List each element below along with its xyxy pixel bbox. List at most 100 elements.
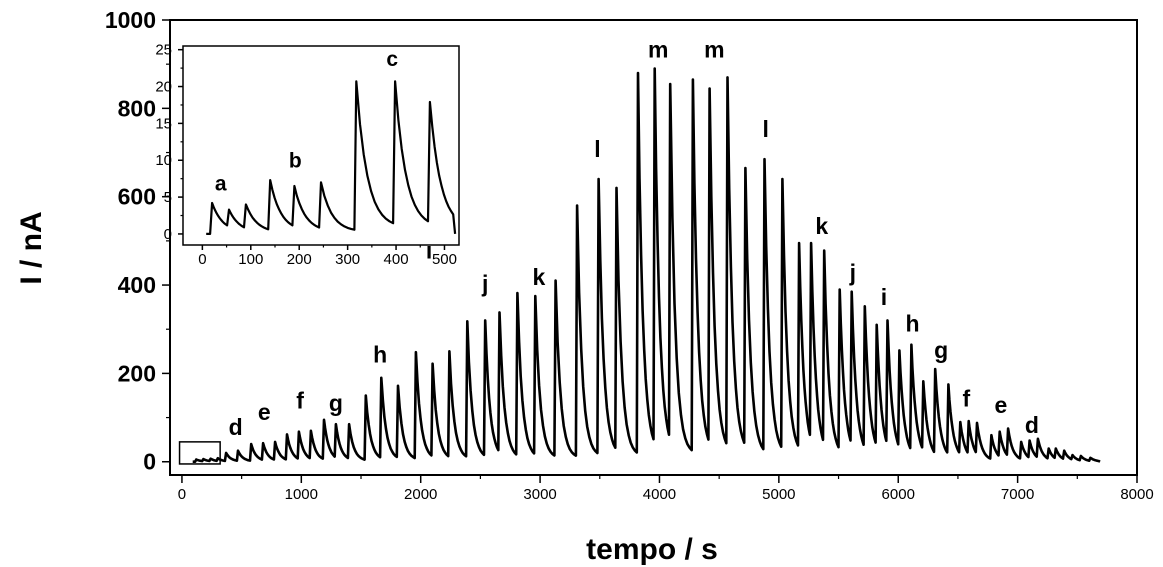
main-peak-point	[1029, 440, 1031, 442]
main-peak-point	[310, 430, 312, 432]
main-peak-point	[286, 433, 288, 435]
main-peak-point	[764, 158, 766, 160]
main-peak-point	[202, 458, 204, 460]
main-peak-point	[335, 423, 337, 425]
main-peak-point	[1055, 447, 1057, 449]
main-peak-point	[709, 87, 711, 89]
main-peak-point	[798, 242, 800, 244]
inset-peak-label: c	[386, 48, 398, 71]
main-peak-point	[555, 280, 557, 282]
main-peak-point	[448, 350, 450, 352]
main-peak-label: f	[962, 386, 970, 412]
main-x-tick-label: 1000	[285, 486, 318, 503]
inset-y-tick-label: 15	[155, 115, 172, 132]
main-peak-point	[654, 68, 656, 70]
main-peak-point	[466, 320, 468, 322]
inset-peak-point	[429, 101, 431, 103]
main-peak-point	[1072, 454, 1074, 456]
main-peak-point	[250, 443, 252, 445]
main-peak-point	[990, 434, 992, 436]
main-plot-frame	[169, 19, 1138, 476]
inset-peak-label: a	[215, 172, 227, 195]
main-peak-label: k	[815, 213, 828, 239]
main-peak-label: l	[763, 116, 769, 142]
main-y-tick-label: 1000	[105, 7, 156, 33]
main-peak-point	[516, 292, 518, 294]
inset-background	[183, 46, 459, 245]
main-peak-label: j	[481, 271, 488, 297]
main-peak-label: h	[373, 341, 387, 367]
x-axis-title: tempo / s	[586, 533, 718, 566]
main-peak-point	[217, 457, 219, 459]
inset-y-tick-label: 25	[155, 42, 172, 59]
inset-peak-point	[211, 202, 213, 204]
inset-current-trace	[206, 80, 457, 235]
main-x-tick-label: 7000	[1001, 486, 1034, 503]
main-peak-point	[934, 368, 936, 370]
y-axis-title: I / nA	[15, 211, 48, 284]
main-peak-point	[886, 319, 888, 321]
main-peak-point	[692, 79, 694, 81]
main-peak-point	[851, 291, 853, 293]
main-peak-point	[225, 452, 227, 454]
inset-x-tick-label: 400	[384, 251, 409, 268]
inset-y-tick-label: 0	[164, 226, 172, 243]
main-current-trace	[192, 67, 1101, 463]
main-peak-point	[1020, 441, 1022, 443]
inset-peak-point	[394, 80, 396, 82]
main-x-tick-label: 8000	[1120, 486, 1153, 503]
main-y-tick-label: 0	[143, 449, 156, 475]
inset-peak-point	[320, 181, 322, 183]
main-peak-label: d	[1025, 412, 1039, 438]
main-peak-point	[1048, 447, 1050, 449]
inset-x-tick-label: 0	[198, 251, 206, 268]
main-peak-label: m	[704, 37, 724, 63]
inset-x-tick-label: 500	[432, 251, 457, 268]
main-peak-label: g	[329, 390, 343, 416]
main-peak-point	[781, 178, 783, 180]
main-peak-point	[195, 459, 197, 461]
inset-y-tick-label: 10	[155, 152, 172, 169]
main-peak-point	[1007, 428, 1009, 430]
main-peak-point	[876, 324, 878, 326]
main-peak-label: d	[229, 414, 243, 440]
main-peak-point	[576, 205, 578, 207]
main-peak-point	[898, 349, 900, 351]
inset-region-box	[178, 441, 221, 465]
main-peak-point	[968, 420, 970, 422]
inset-y-tick-label: 5	[164, 189, 172, 206]
main-peak-point	[839, 288, 841, 290]
inset-x-tick-label: 200	[287, 251, 312, 268]
inset-peak-point	[228, 209, 230, 211]
main-x-tick-label: 3000	[523, 486, 556, 503]
main-peak-point	[298, 431, 300, 433]
main-peak-point	[1089, 457, 1091, 459]
main-peak-point	[637, 72, 639, 74]
main-peak-point	[380, 377, 382, 379]
main-peak-point	[922, 380, 924, 382]
main-peak-label: j	[849, 260, 856, 286]
inset-y-tick-label: 20	[155, 79, 172, 96]
inset-plot: 0 100 200 300 400 500 0 5 10 15 20 25 a b c	[155, 42, 460, 268]
main-peak-label: m	[648, 37, 668, 63]
main-peak-point	[947, 383, 949, 385]
inset-peak-point	[269, 179, 271, 181]
main-peak-point	[959, 421, 961, 423]
main-peak-point	[1063, 450, 1065, 452]
main-peak-point	[727, 76, 729, 78]
main-peak-point	[669, 83, 671, 85]
main-peak-point	[484, 319, 486, 321]
main-peak-point	[237, 450, 239, 452]
main-y-tick-label: 400	[118, 272, 156, 298]
main-x-tick-label: 5000	[762, 486, 795, 503]
main-peak-point	[365, 394, 367, 396]
inset-x-tick-label: 100	[238, 251, 263, 268]
main-peak-label: e	[995, 392, 1008, 418]
main-y-tick-label: 200	[118, 360, 156, 386]
main-peak-point	[323, 419, 325, 421]
main-peak-label: i	[881, 284, 887, 310]
main-peak-point	[910, 344, 912, 346]
main-x-tick-label: 2000	[404, 486, 437, 503]
main-peak-point	[397, 385, 399, 387]
